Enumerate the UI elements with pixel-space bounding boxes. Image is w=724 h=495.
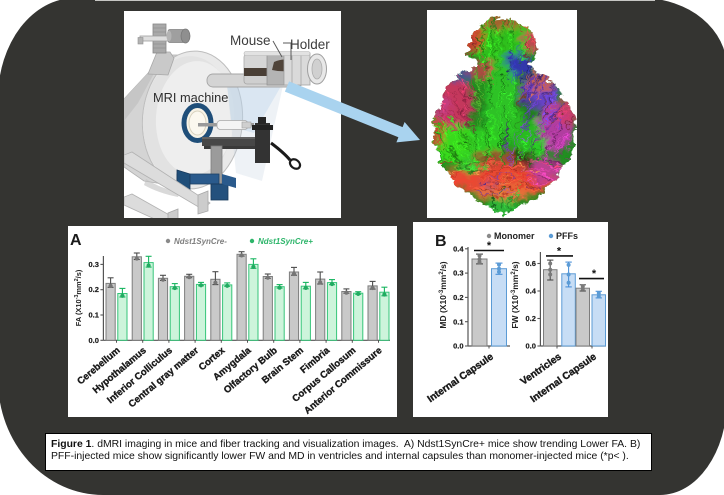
- svg-text:B: B: [435, 233, 447, 250]
- svg-text:0.6: 0.6: [525, 259, 535, 268]
- svg-text:0.0: 0.0: [453, 342, 463, 351]
- svg-text:Internal Capsule: Internal Capsule: [426, 351, 496, 405]
- svg-text:0.0: 0.0: [88, 336, 98, 345]
- svg-text:Internal Capsule: Internal Capsule: [529, 351, 599, 405]
- svg-text:0.0: 0.0: [525, 342, 535, 351]
- svg-text:*: *: [487, 240, 492, 252]
- svg-text:FW (X10-3mm2/s): FW (X10-3mm2/s): [510, 261, 520, 328]
- svg-text:FA (X10-3mm2/s): FA (X10-3mm2/s): [74, 269, 83, 326]
- svg-text:MD (X10-3mm2/s): MD (X10-3mm2/s): [438, 261, 448, 328]
- svg-text:0.2: 0.2: [453, 293, 463, 302]
- svg-text:A: A: [70, 232, 82, 249]
- svg-text:0.2: 0.2: [88, 285, 98, 294]
- svg-text:0.3: 0.3: [88, 260, 98, 269]
- svg-text:Ndst1SynCre-: Ndst1SynCre-: [174, 237, 227, 246]
- svg-text:Mouse: Mouse: [230, 33, 271, 48]
- svg-text:0.4: 0.4: [525, 287, 536, 296]
- svg-text:0.3: 0.3: [453, 269, 463, 278]
- svg-text:MRI machine: MRI machine: [153, 90, 228, 105]
- svg-text:0.1: 0.1: [88, 311, 98, 320]
- svg-text:Ndst1SynCre+: Ndst1SynCre+: [258, 237, 313, 246]
- svg-text:PFFs: PFFs: [556, 231, 578, 241]
- svg-text:0.4: 0.4: [453, 244, 464, 253]
- svg-text:Monomer: Monomer: [494, 231, 535, 241]
- svg-text:0.2: 0.2: [525, 314, 535, 323]
- svg-text:*: *: [592, 268, 597, 280]
- svg-text:*: *: [557, 245, 562, 257]
- svg-text:Holder: Holder: [290, 37, 330, 52]
- svg-text:0.1: 0.1: [453, 317, 463, 326]
